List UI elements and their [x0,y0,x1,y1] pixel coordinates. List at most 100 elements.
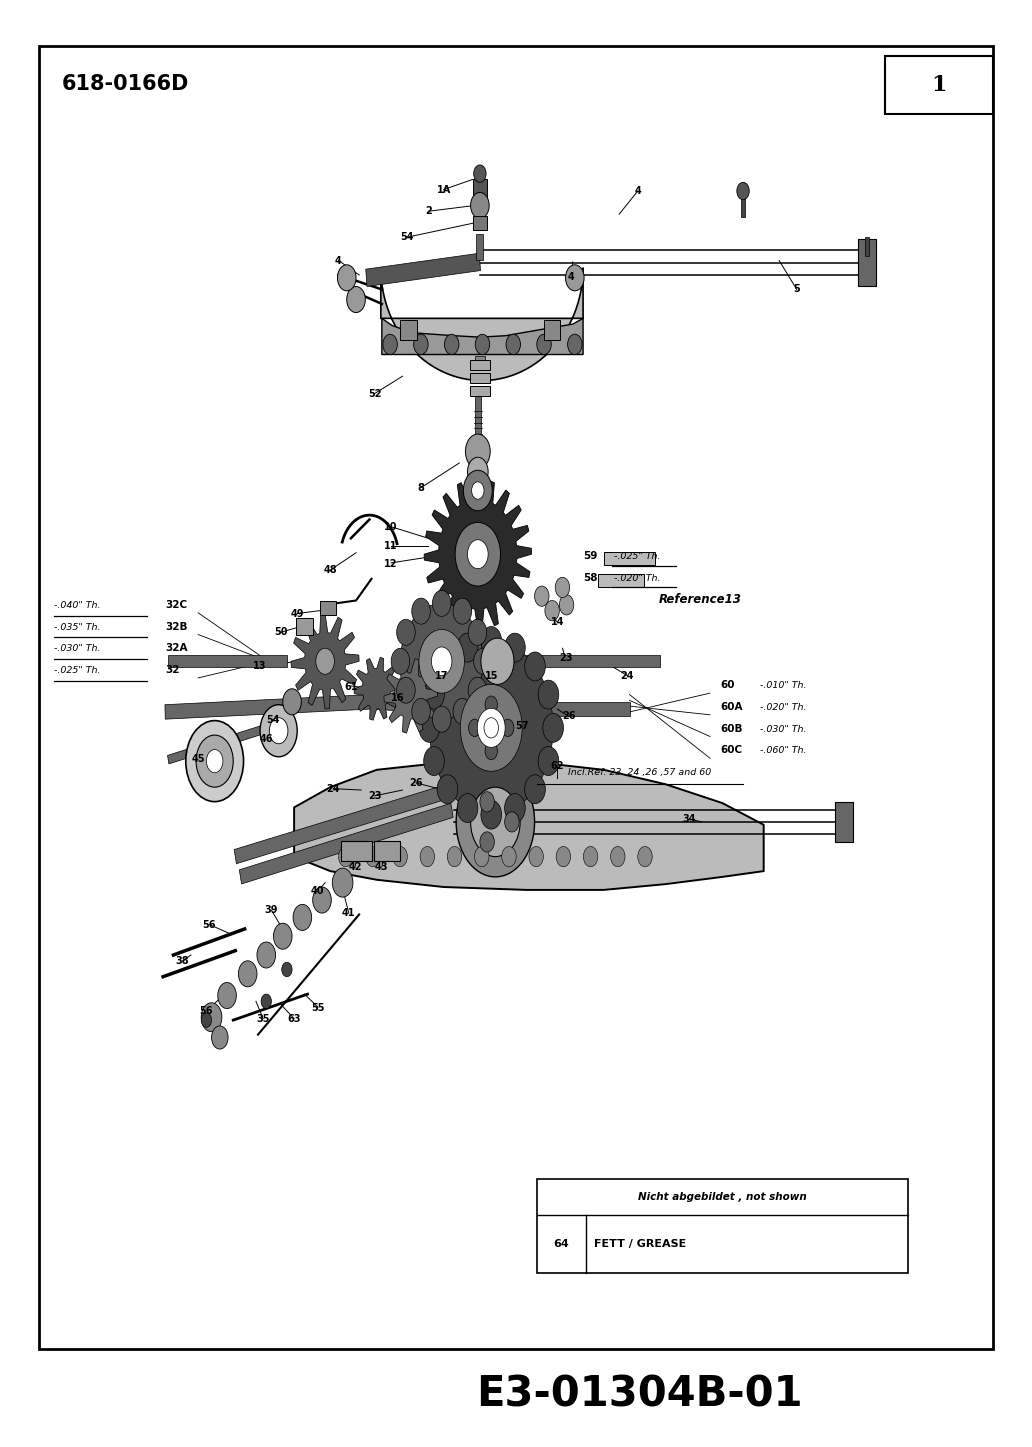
Circle shape [481,800,502,829]
Text: 48: 48 [323,566,337,574]
FancyArrow shape [475,356,485,369]
Circle shape [524,653,545,682]
Circle shape [445,334,459,355]
FancyArrow shape [480,702,630,716]
Text: 26: 26 [561,712,576,721]
Bar [296,618,313,635]
Circle shape [383,334,397,355]
Circle shape [206,750,223,773]
Text: 50: 50 [273,628,288,637]
Text: 34: 34 [682,815,697,823]
Polygon shape [384,658,438,734]
Circle shape [502,846,516,867]
Text: 41: 41 [342,909,356,917]
Text: 23: 23 [558,654,573,663]
Circle shape [475,846,489,867]
Circle shape [196,735,233,787]
Text: 4: 4 [568,272,574,282]
Circle shape [432,590,451,616]
Text: 60A: 60A [720,702,743,712]
Circle shape [218,983,236,1009]
FancyArrow shape [165,695,372,719]
FancyArrow shape [865,237,869,256]
Circle shape [453,699,472,725]
Text: -.060" Th.: -.060" Th. [760,747,806,755]
Polygon shape [291,614,359,709]
Circle shape [524,774,545,803]
Circle shape [462,687,520,768]
Bar [599,573,644,587]
Circle shape [412,598,430,624]
Circle shape [393,846,408,867]
Circle shape [485,742,497,760]
Circle shape [269,718,288,744]
Circle shape [273,923,292,949]
Text: 13: 13 [253,661,267,670]
Circle shape [537,334,551,355]
Circle shape [566,265,584,291]
Circle shape [313,887,331,913]
Circle shape [260,705,297,757]
Bar [537,1179,908,1273]
Circle shape [457,634,478,663]
Circle shape [484,718,498,738]
Polygon shape [381,268,583,381]
Circle shape [457,793,478,822]
Circle shape [293,904,312,930]
Circle shape [257,942,276,968]
Circle shape [477,709,506,747]
Text: 12: 12 [384,559,398,569]
Circle shape [485,696,497,713]
FancyArrow shape [365,253,481,287]
Circle shape [455,522,501,586]
Bar [470,360,490,369]
Text: 38: 38 [175,956,190,965]
Circle shape [467,540,488,569]
Circle shape [429,641,553,815]
Text: Nicht abgebildet , not shown: Nicht abgebildet , not shown [638,1192,807,1202]
Text: 32C: 32C [165,601,187,611]
Circle shape [538,680,558,709]
Circle shape [460,684,522,771]
Circle shape [414,334,428,355]
Circle shape [316,648,334,674]
Circle shape [583,846,598,867]
Text: 57: 57 [515,722,529,731]
Bar [374,841,399,861]
Polygon shape [354,657,399,721]
Bar [835,802,853,842]
Circle shape [471,192,489,218]
Text: -.020" Th.: -.020" Th. [614,574,660,583]
Circle shape [332,868,353,897]
Circle shape [438,774,458,803]
Text: 1A: 1A [437,185,451,194]
Circle shape [505,634,525,663]
Text: 10: 10 [384,522,398,532]
Circle shape [396,619,415,645]
Text: 23: 23 [367,792,382,800]
Circle shape [438,653,458,682]
Circle shape [611,846,625,867]
Circle shape [480,792,494,812]
Text: 32B: 32B [165,622,188,631]
Circle shape [424,747,445,776]
Text: 62: 62 [550,761,565,771]
Circle shape [481,638,514,684]
Circle shape [465,434,490,469]
Text: -.025" Th.: -.025" Th. [54,666,100,674]
Circle shape [506,334,520,355]
Polygon shape [424,479,531,629]
Text: Reference13: Reference13 [658,593,741,606]
Text: 54: 54 [399,233,414,242]
Circle shape [412,699,430,725]
Text: 54: 54 [266,715,281,725]
Text: -.025" Th.: -.025" Th. [614,553,660,561]
Text: -.030" Th.: -.030" Th. [54,644,100,654]
Circle shape [419,713,440,742]
Text: 56: 56 [199,1007,214,1016]
Text: -.030" Th.: -.030" Th. [760,725,806,734]
Circle shape [543,713,563,742]
Circle shape [365,846,380,867]
Circle shape [505,793,525,822]
Text: 58: 58 [583,573,598,583]
